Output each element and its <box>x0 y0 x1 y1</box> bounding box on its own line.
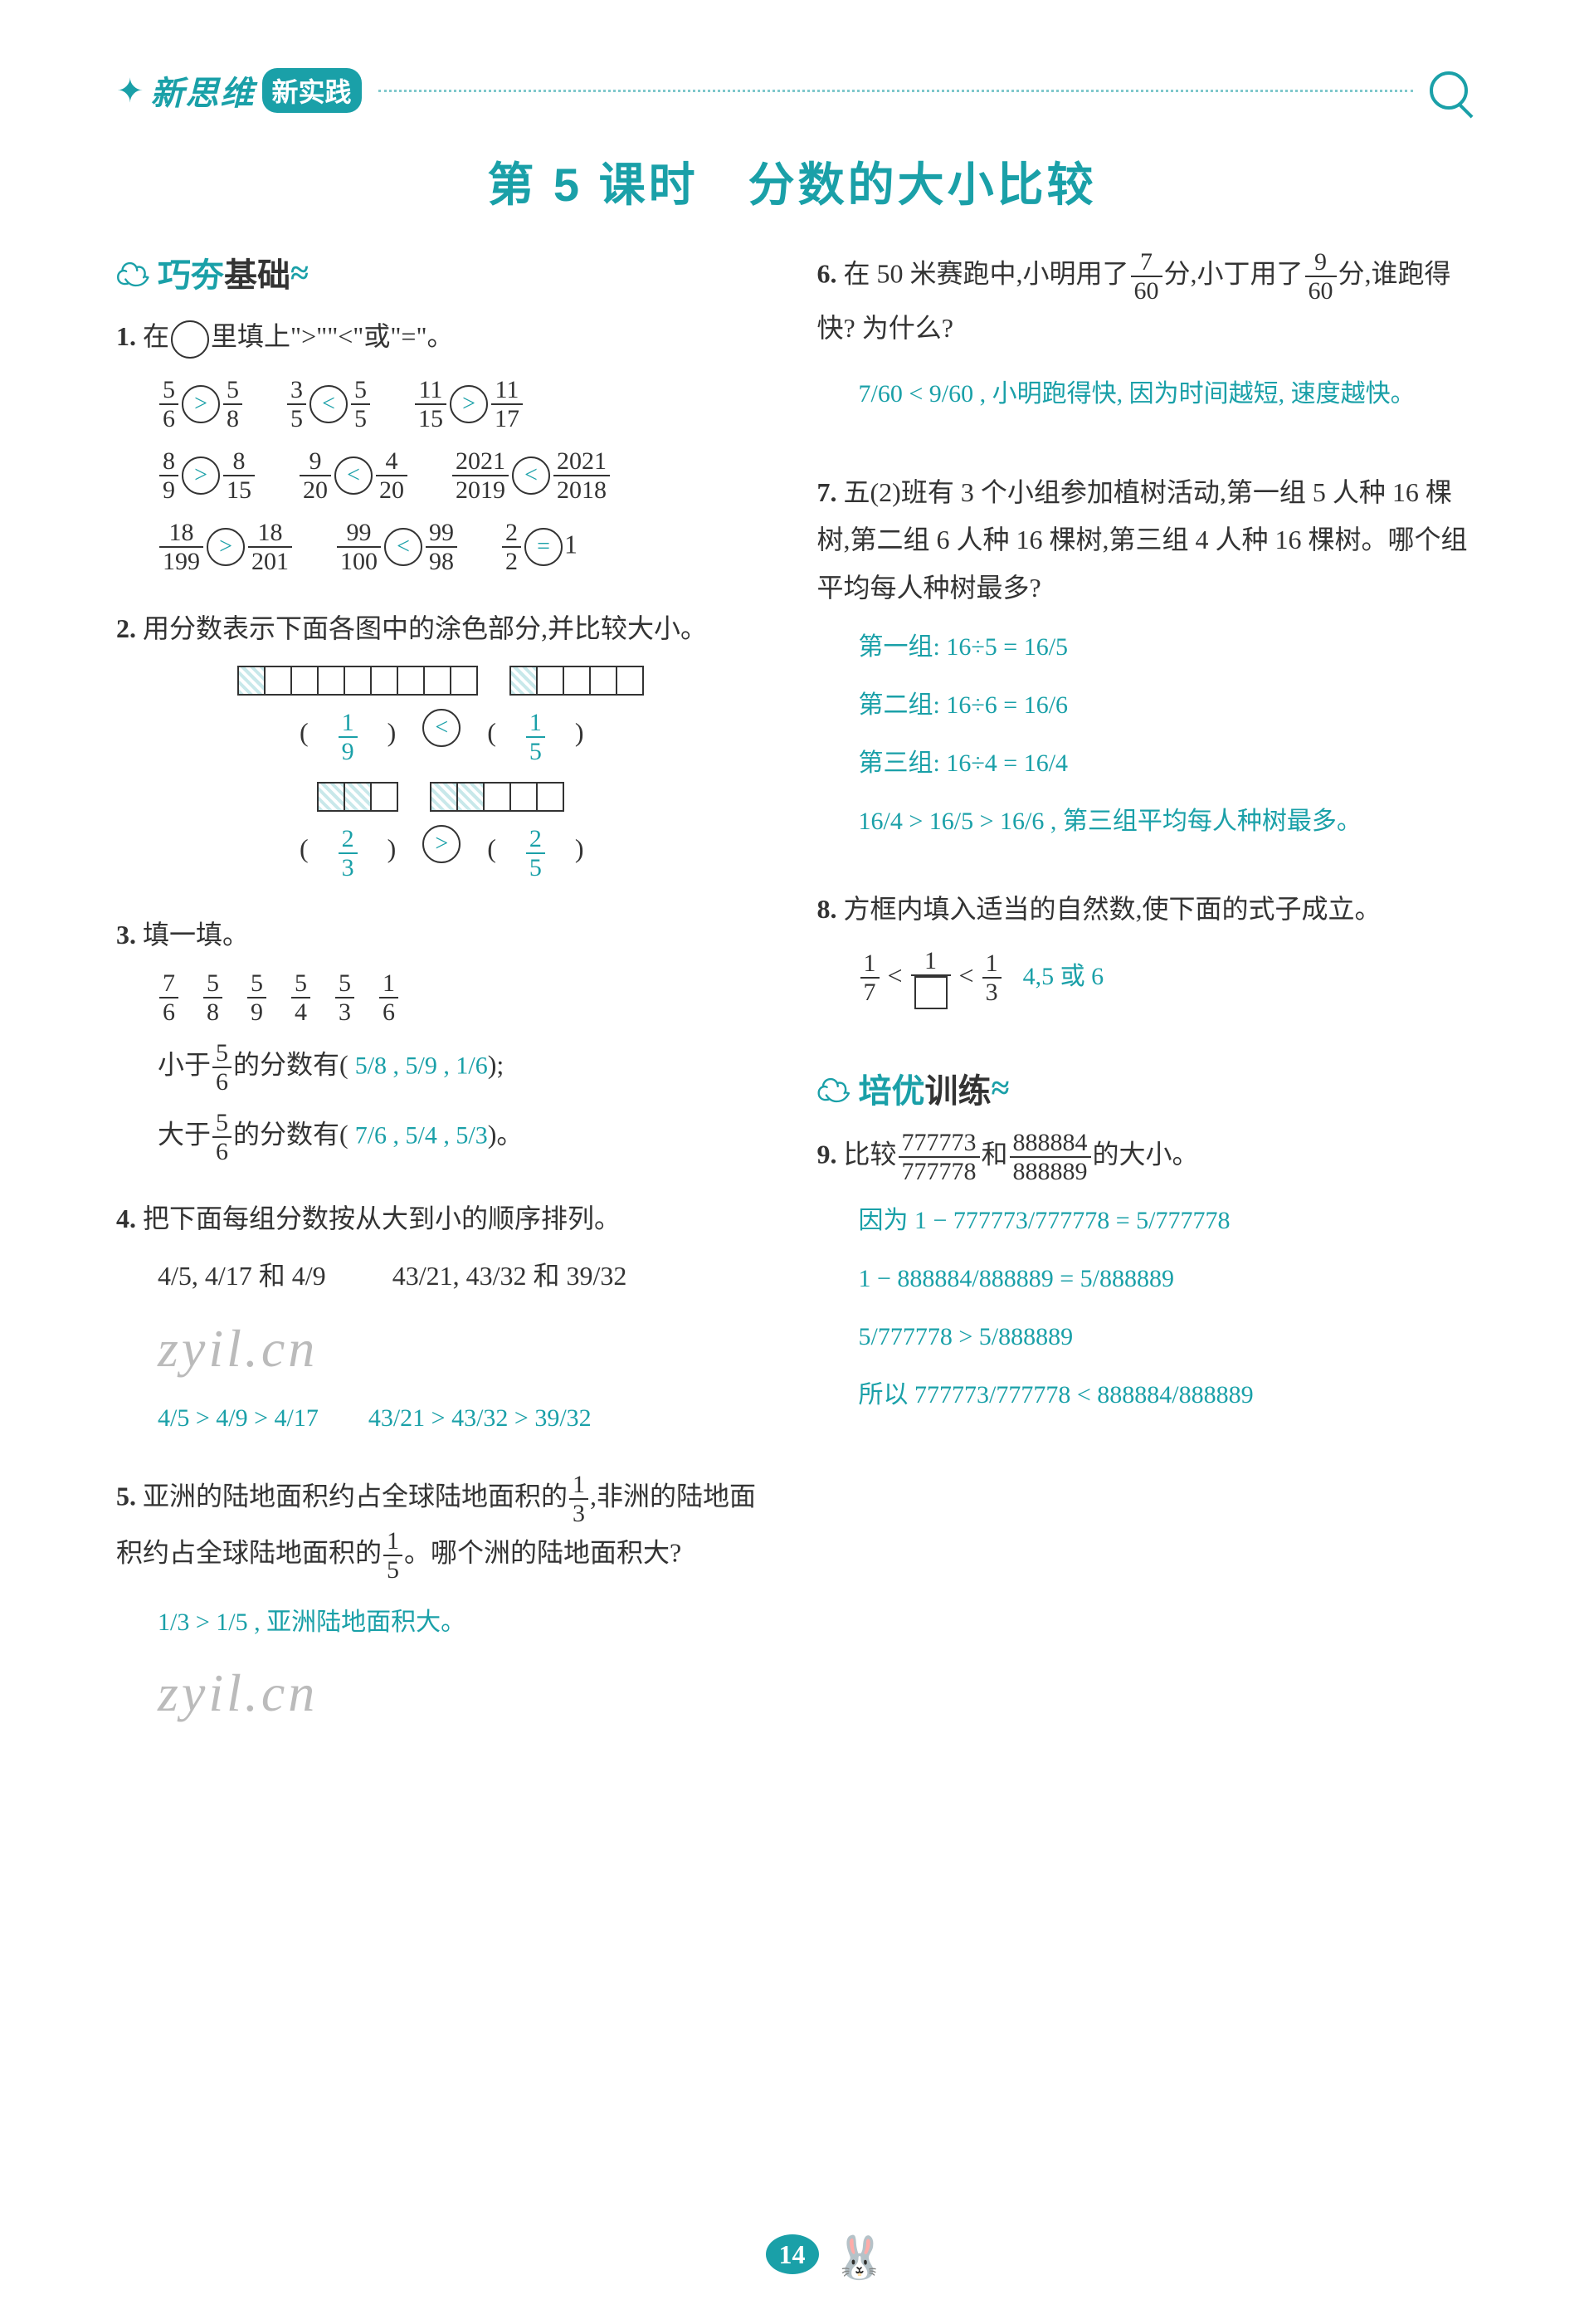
compare-item: 22=1 <box>500 519 578 575</box>
diagram-cell <box>344 782 372 812</box>
compare-item: 56>58 <box>158 376 244 432</box>
diagram-cell <box>589 666 617 696</box>
diagram-row-1 <box>116 666 768 696</box>
diagram-cell <box>616 666 644 696</box>
brand-pill: 新实践 <box>262 68 362 113</box>
compare-item: 18199>18201 <box>158 519 294 575</box>
diagram-row-2 <box>116 782 768 812</box>
fraction: 16 <box>379 969 398 1026</box>
question-2: 2. 用分数表示下面各图中的涂色部分,并比较大小。 (19) < (15) (2… <box>116 605 768 882</box>
fraction: 59 <box>247 969 266 1026</box>
diagram-cell <box>450 666 478 696</box>
rabbit-icon: 🐰 <box>834 2234 885 2282</box>
diagram-cell <box>317 666 345 696</box>
section-training: ☁ 培优 训练 ≈ <box>817 1064 1010 1112</box>
diagram-cell <box>397 666 425 696</box>
diagram-cell <box>563 666 591 696</box>
compare-item: 920<420 <box>298 447 409 504</box>
fraction: 58 <box>203 969 222 1026</box>
diagram-cell <box>509 666 538 696</box>
compare-item: 89>815 <box>158 447 256 504</box>
mascot-icon: ✦ <box>116 71 144 110</box>
question-1: 1. 在里填上">""<"或"="。 56>5835<551115>111789… <box>116 313 768 575</box>
diagram-cell <box>370 666 398 696</box>
watermark: zyil.cn <box>158 1645 768 1741</box>
cloud-icon: ☁ 培优 <box>817 1064 925 1112</box>
diagram-cell <box>430 782 458 812</box>
page-number: 14 <box>766 2234 819 2274</box>
diagram-cell <box>536 782 564 812</box>
page-header: ✦ 新思维 新实践 <box>116 66 1468 115</box>
watermark: zyil.cn <box>158 1301 768 1396</box>
cloud-icon: ☁ 巧夯 <box>116 248 224 296</box>
fraction: 54 <box>291 969 310 1026</box>
diagram-cell <box>237 666 266 696</box>
question-9: 9. 比较777773777778和888884888889的大小。 因为 1 … <box>817 1129 1469 1418</box>
diagram-cell <box>290 666 319 696</box>
question-5: 5. 亚洲的陆地面积约占全球陆地面积的13,非洲的陆地面积约占全球陆地面积的15… <box>116 1471 768 1741</box>
left-column: ☁ 巧夯 基础 ≈ 1. 在里填上">""<"或"="。 56>5835<551… <box>116 248 768 1770</box>
diagram-cell <box>509 782 538 812</box>
fraction: 53 <box>335 969 354 1026</box>
question-3: 3. 填一填。 765859545316 小于56的分数有( 5/8 , 5/9… <box>116 911 768 1165</box>
search-icon <box>1430 71 1468 110</box>
question-8: 8. 方框内填入适当的自然数,使下面的式子成立。 17 < 1 < 13 4,5… <box>817 886 1469 1009</box>
diagram-cell <box>536 666 564 696</box>
diagram-cell <box>317 782 345 812</box>
question-4: 4. 把下面每组分数按从大到小的顺序排列。 4/5, 4/17 和 4/9 43… <box>116 1195 768 1441</box>
question-7: 7. 五(2)班有 3 个小组参加植树活动,第一组 5 人种 16 棵树,第二组… <box>817 469 1469 845</box>
brand-text: 新思维 <box>151 66 256 115</box>
question-6: 6. 在 50 米赛跑中,小明用了760分,小丁用了960分,谁跑得快? 为什么… <box>817 248 1469 419</box>
compare-item: 20212019<20212018 <box>451 447 612 504</box>
right-column: 6. 在 50 米赛跑中,小明用了760分,小丁用了960分,谁跑得快? 为什么… <box>817 248 1469 1770</box>
diagram-cell <box>264 666 292 696</box>
diagram-cell <box>423 666 451 696</box>
fraction: 76 <box>159 969 178 1026</box>
compare-item: 99100<9998 <box>335 519 459 575</box>
compare-item: 35<55 <box>285 376 372 432</box>
blank-box <box>914 976 948 1009</box>
lesson-title: 第 5 课时 分数的大小比较 <box>116 148 1468 215</box>
diagram-cell <box>456 782 485 812</box>
header-dots <box>378 90 1413 92</box>
diagram-cell <box>370 782 398 812</box>
section-basic: ☁ 巧夯 基础 ≈ <box>116 248 309 296</box>
diagram-cell <box>483 782 511 812</box>
compare-item: 1115>1117 <box>413 376 524 432</box>
diagram-cell <box>344 666 372 696</box>
